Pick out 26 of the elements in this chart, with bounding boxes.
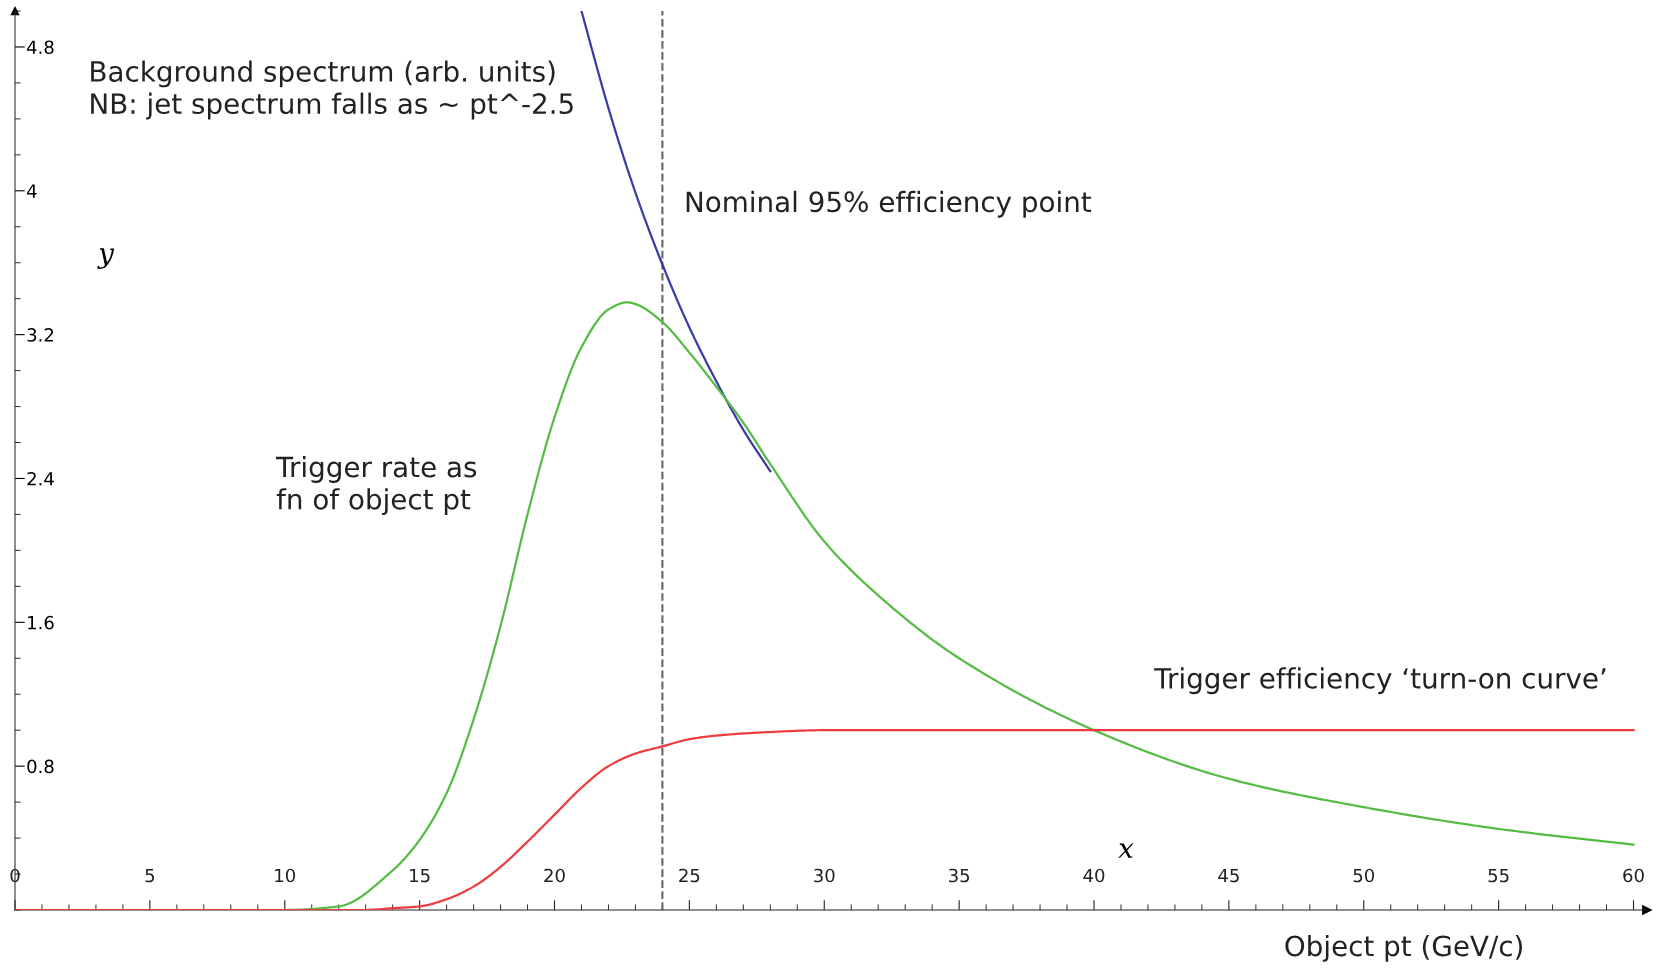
y-tick-label: 0.8: [27, 759, 54, 774]
x-tick-label: 60: [1623, 868, 1644, 883]
y-tick-label: 3.2: [27, 328, 54, 342]
y-tick-label: 4.8: [26, 40, 54, 55]
annotation: Background spectrum (arb. units) NB: jet spectrum falls as ~ pt^-2.5: [91, 60, 573, 120]
x-axis-title: x: [1118, 843, 1134, 858]
x-tick-label: 40: [1083, 868, 1105, 883]
x-tick-label: 55: [1488, 868, 1509, 883]
x-tick-label: 10: [275, 868, 296, 883]
y-tick-label: 1.6: [28, 615, 54, 630]
ref-line-label: Nominal 95% efficiency point: [686, 190, 1092, 218]
x-tick-label: 15: [410, 868, 430, 883]
x-tick-label: 25: [679, 868, 700, 883]
annotation: Trigger efficiency ‘turn-on curve’: [1154, 667, 1606, 695]
x-tick-label: 0: [10, 868, 20, 883]
annotation: Trigger rate as fn of object pt: [276, 456, 477, 516]
x-tick-label: 30: [814, 868, 835, 883]
x-tick-label: 20: [544, 868, 565, 883]
y-axis-title: y: [97, 248, 115, 269]
x-tick-label: 5: [145, 868, 155, 883]
y-tick-label: 2.4: [27, 471, 54, 486]
text: Object pt (GeV/c): [1285, 934, 1523, 962]
x-tick-label: 45: [1218, 868, 1239, 883]
x-tick-label: 50: [1353, 868, 1375, 883]
x-tick-label: 35: [949, 868, 970, 883]
y-tick-label: 4: [26, 184, 37, 198]
